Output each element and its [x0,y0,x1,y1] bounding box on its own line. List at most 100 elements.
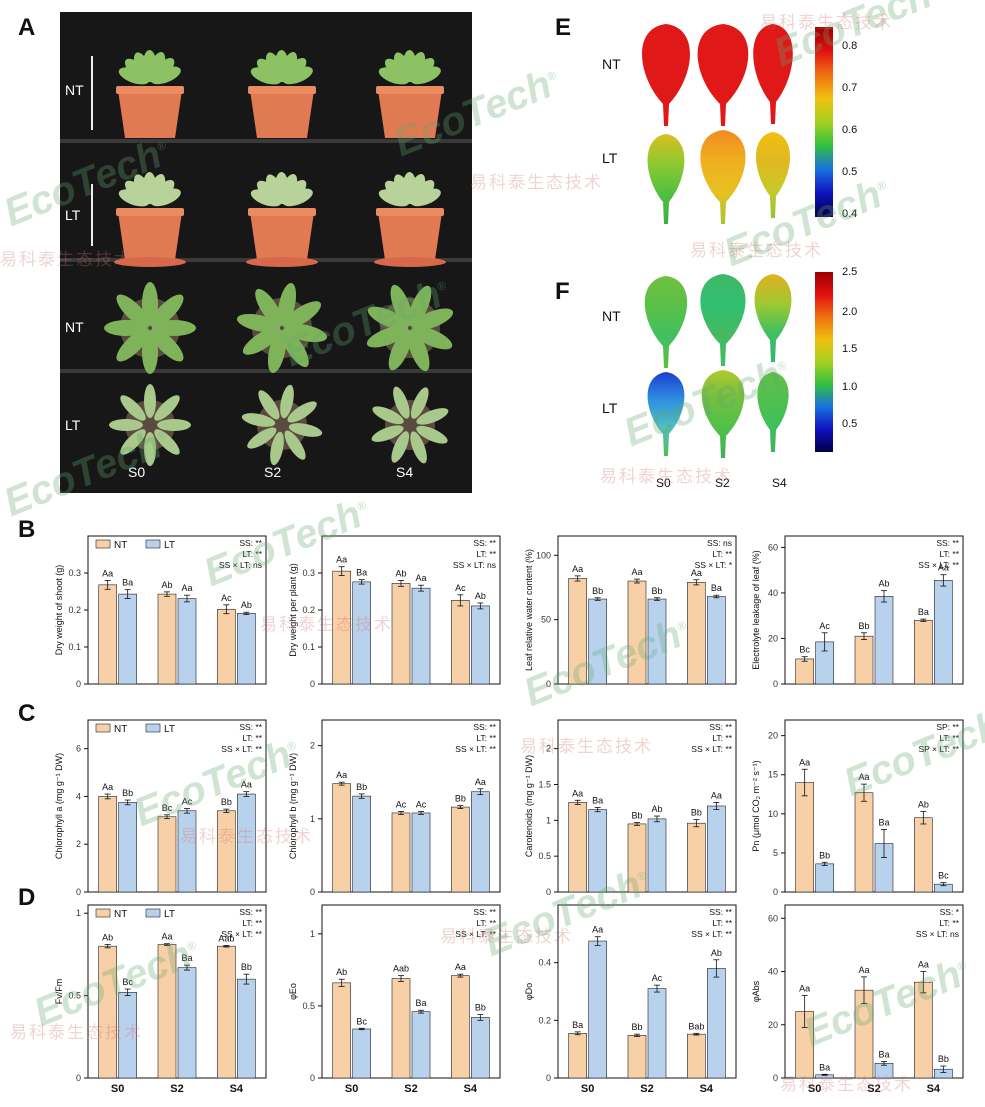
significance-label: Aa [592,925,603,935]
colorbar-f-tick-4: 0.5 [842,418,858,430]
x-tick-label: S4 [700,1083,714,1095]
stats-line: SS: ns [707,538,732,548]
leaf-shape [416,408,449,425]
plant-top-view [236,282,328,374]
significance-label: Bb [651,586,662,596]
chart-C2: 0 1 2 Chlorophyll b (mg g⁻¹ DW) Aa Bb Ac Ac Bb Aa… [288,719,501,897]
heatmap-leaf-f-nt-s4 [754,274,792,362]
leaf-shape [282,188,313,207]
significance-label: Aa [415,573,426,583]
x-tick-label: S2 [170,1083,183,1095]
stats-line: LT: ** [242,918,262,928]
significance-label: Ba [356,568,367,578]
colorbar-e-tick-4: 0.4 [842,208,858,220]
chart-frame [784,904,964,1079]
colorbar-f [815,272,833,452]
bar-nt-s4 [687,582,706,685]
chart-B4: 0 20 40 60 Electrolyte leakage of leaf (%) Bc… [751,535,964,689]
leaf-shape [390,284,413,327]
bar-lt-s4 [471,1017,490,1079]
significance-label: Ba [415,998,426,1008]
y-tick-label: 0.2 [302,605,315,615]
bar-nt-s0 [98,584,117,685]
plant-pot-side [374,172,446,267]
leaf-shape [116,328,150,362]
y-tick-label: 0 [546,679,551,689]
y-tick-label: 0 [773,679,778,689]
y-tick-label: 2 [76,839,81,849]
heatmap-leaf-e-lt-s2 [700,130,746,224]
significance-label: Ab [878,579,889,589]
stats-line: SS: ** [473,538,496,548]
significance-label: Bc [122,977,133,987]
significance-label: Ba [878,1049,889,1059]
pot-rim [376,208,444,216]
legend-label-lt: LT [164,909,175,920]
leaf-shape [388,329,412,371]
leaf-shape [410,387,429,419]
significance-label: Bc [162,803,173,813]
plant-photo-panel: NT LT NT LT S0 S2 S4 [60,12,472,493]
plant-pot-side [114,172,186,267]
stats-line: SS: * [940,907,960,917]
bar-nt-s0 [568,1033,587,1079]
y-tick-label: 2 [546,744,551,754]
bar-nt-s2 [854,792,874,893]
bar-lt-s2 [647,598,667,685]
leaf-shape [241,413,276,427]
significance-label: Ac [396,799,407,809]
bar-nt-s0 [795,658,814,685]
leaf-shape [408,285,432,327]
pot-saucer [114,257,186,267]
stats-line: SP × LT: ** [918,744,959,754]
bar-nt-s0 [98,945,117,1079]
chart-frame [321,719,501,893]
bar-lt-s0 [815,863,834,893]
bar-lt-s2 [874,596,894,685]
heatmap-f-col-s2: S2 [715,476,730,490]
significance-label: Bb [858,621,869,631]
significance-label: Ac [455,583,466,593]
y-tick-label: 0 [310,679,315,689]
pot-body [118,90,182,138]
bar-lt-s0 [352,1028,371,1079]
stats-line: LT: ** [939,918,959,928]
leaf-shape [109,419,143,431]
significance-label: Bb [592,586,603,596]
bar-nt-s2 [391,812,411,893]
leaf-shape [150,328,184,362]
y-axis-label: Dry weight of shoot (g) [54,565,64,656]
plant-drawings [104,50,454,466]
leaf-shape [150,188,181,207]
bar-nt-s2 [627,1035,647,1079]
pot-body [250,212,314,260]
significance-label: Ba [711,583,722,593]
y-tick-label: 1 [546,815,551,825]
significance-label: Bb [455,794,466,804]
leaf-shape [150,66,181,85]
chart-frame [557,535,737,685]
y-axis-label: φEo [288,983,298,1000]
leaf-shape [391,431,410,463]
significance-label: Ac [416,799,427,809]
legend-swatch-nt [95,908,111,918]
y-axis-label: φDo [524,983,534,1000]
significance-label: Bb [691,808,702,818]
bar-nt-s4 [687,1033,706,1079]
colorbar-e-tick-1: 0.7 [842,82,858,94]
pot-body [378,90,442,138]
significance-label: Aa [181,583,192,593]
significance-label: Aa [161,932,172,942]
bar-nt-s4 [217,810,236,893]
leaf-shape [287,401,317,423]
y-tick-label: 40 [768,967,778,977]
photo-col-label-s0: S0 [128,464,146,480]
heatmap-leaf-f-lt-s2 [701,370,745,458]
significance-label: Bab [688,1021,704,1031]
colorbar-e [815,27,833,217]
bar-lt-s4 [934,580,953,685]
stats-line: SS: ** [709,722,732,732]
significance-label: Aa [918,960,929,970]
significance-label: Ba [819,1062,830,1072]
legend-label-nt: NT [114,540,127,551]
